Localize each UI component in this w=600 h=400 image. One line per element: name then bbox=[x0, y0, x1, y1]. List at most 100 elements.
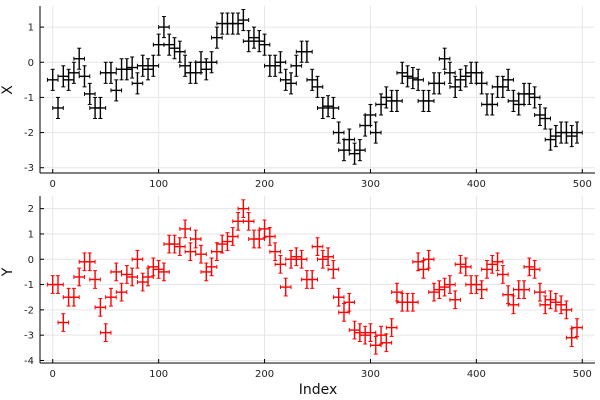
panel-y-point bbox=[444, 275, 456, 294]
panel-y-ytick-label: 0 bbox=[28, 255, 34, 266]
panel-x-point bbox=[142, 58, 154, 81]
panel-x-point bbox=[78, 65, 91, 88]
panel-y-point bbox=[407, 292, 419, 312]
panel-y-ytick-label: -1 bbox=[24, 280, 34, 291]
panel-y-point bbox=[322, 247, 334, 267]
panel-x-xtick-label: 500 bbox=[573, 179, 592, 190]
panel-y-point bbox=[226, 227, 239, 246]
panel-y-point bbox=[184, 242, 197, 262]
panel-y-ytick-label: 2 bbox=[28, 204, 34, 215]
panel-y-point bbox=[110, 262, 123, 282]
panel-y-series bbox=[46, 199, 583, 355]
panel-y-point bbox=[311, 237, 324, 256]
panel-x-point bbox=[502, 68, 514, 91]
panel-x-series bbox=[46, 9, 583, 165]
panel-y-point bbox=[83, 252, 96, 272]
panel-y-point bbox=[253, 229, 266, 249]
panel-y-point bbox=[126, 267, 138, 287]
panel-y-point bbox=[131, 249, 144, 269]
panel-y-point bbox=[105, 287, 117, 307]
panel-y-yticks: -4 -3 -2 -1 0 1 2 bbox=[24, 204, 44, 367]
panel-x-point bbox=[571, 121, 583, 144]
panel-x-point bbox=[83, 82, 96, 105]
panel-y-point bbox=[73, 267, 85, 287]
panel-y-xtick-label: 200 bbox=[255, 369, 274, 380]
panel-x-point bbox=[258, 33, 271, 56]
panel-x: 0 100 200 300 400 500 -3 -2 -1 0 1 X bbox=[0, 6, 595, 190]
panel-x-point bbox=[94, 96, 107, 120]
panel-x-point bbox=[528, 86, 541, 109]
panel-y-point bbox=[179, 219, 191, 239]
panel-x-point bbox=[205, 51, 218, 74]
panel-x-xtick-label: 300 bbox=[361, 179, 380, 190]
panel-y-point bbox=[237, 199, 250, 219]
panel-x-yticks: -3 -2 -1 0 1 bbox=[24, 23, 44, 174]
panel-y-point bbox=[560, 300, 573, 320]
panel-x-point bbox=[364, 103, 377, 127]
panel-y-xtick-label: 300 bbox=[361, 369, 380, 380]
panel-y-point bbox=[94, 297, 107, 317]
panel-y-ytick-label: -2 bbox=[24, 305, 34, 316]
panel-y-xtick-label: 400 bbox=[467, 369, 486, 380]
panel-y-point bbox=[534, 282, 546, 302]
panel-y-point bbox=[57, 313, 70, 332]
panel-y-point bbox=[491, 252, 504, 272]
panel-y-point bbox=[502, 285, 514, 305]
panel-x-point bbox=[237, 9, 250, 32]
panel-x-point bbox=[444, 61, 456, 84]
panel-y-point bbox=[189, 229, 202, 249]
panel-x-point bbox=[147, 54, 160, 77]
panel-y-point bbox=[52, 275, 64, 294]
panel-x-point bbox=[311, 75, 324, 98]
panel-x-point bbox=[438, 47, 451, 70]
panel-y-point bbox=[518, 280, 530, 299]
panel-y-point bbox=[571, 318, 583, 337]
panel-x-ytick-label: 0 bbox=[28, 58, 34, 69]
panel-y-point bbox=[380, 333, 393, 353]
panel-y-point bbox=[528, 260, 541, 279]
panel-x-ytick-label: 1 bbox=[28, 23, 34, 34]
panel-x-point bbox=[332, 121, 345, 144]
panel-x-point bbox=[327, 96, 340, 120]
panel-x-xtick-label: 200 bbox=[255, 179, 274, 190]
panel-x-point bbox=[105, 61, 117, 84]
panel-x-ytick-label: -1 bbox=[24, 93, 34, 104]
panel-x-ylabel: X bbox=[0, 85, 16, 95]
panel-y-point bbox=[68, 287, 80, 307]
panel-y-point bbox=[475, 280, 488, 299]
panel-x-axes bbox=[39, 6, 595, 174]
panel-x-point bbox=[412, 68, 424, 91]
panel-y-point bbox=[195, 244, 207, 264]
panel-y-xtick-label: 100 bbox=[149, 369, 168, 380]
panel-y-xticks: 0 100 200 300 400 500 bbox=[50, 359, 592, 380]
panel-x-point bbox=[539, 107, 552, 130]
panel-x-point bbox=[422, 89, 435, 112]
panel-x-point bbox=[73, 47, 85, 70]
panel-x-point bbox=[52, 96, 64, 120]
panel-y-point bbox=[507, 295, 520, 315]
panel-y-xlabel: Index bbox=[299, 382, 338, 398]
panel-x-point bbox=[433, 72, 446, 95]
panel-x-point bbox=[211, 26, 223, 49]
panel-y-point bbox=[158, 262, 170, 282]
panel-y-point bbox=[369, 335, 382, 355]
panel-x-point bbox=[343, 128, 356, 151]
panel-x-point bbox=[475, 72, 488, 95]
panel-y-xtick-label: 500 bbox=[573, 369, 592, 380]
panel-y-point bbox=[89, 270, 101, 289]
panel-y-point bbox=[269, 242, 281, 262]
panel-y-point bbox=[174, 237, 186, 256]
panel-y-point bbox=[332, 287, 345, 307]
panel-y-point bbox=[279, 277, 292, 297]
panel-y-point bbox=[99, 323, 112, 342]
panel-y-point bbox=[497, 265, 509, 284]
panel-x-point bbox=[131, 72, 144, 95]
panel-x-point bbox=[68, 61, 80, 84]
panel-y-point bbox=[216, 234, 228, 254]
panel-y-point bbox=[242, 211, 255, 231]
panel-y-xtick-label: 0 bbox=[50, 369, 56, 380]
panel-x-point bbox=[354, 139, 366, 162]
panel-y-point bbox=[449, 290, 461, 310]
